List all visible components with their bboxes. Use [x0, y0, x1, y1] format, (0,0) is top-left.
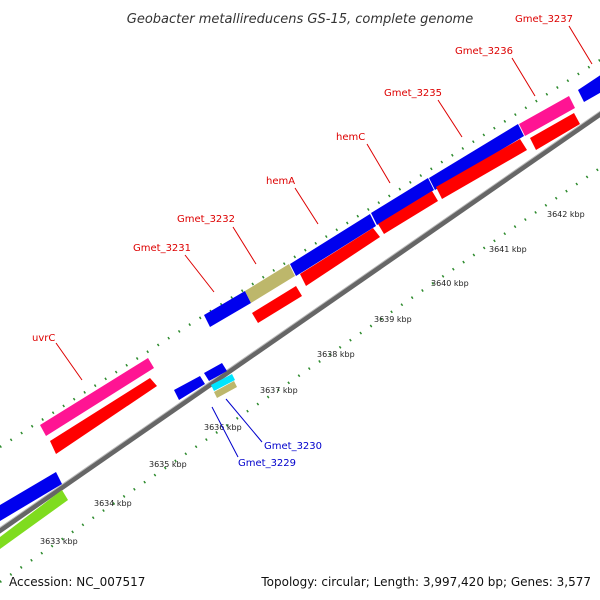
gene-label-hemC[interactable]: hemC [336, 132, 365, 143]
tick-label: 3641 kbp [489, 245, 527, 254]
gene-gmet3236-reverse[interactable] [530, 113, 580, 150]
genome-summary-text: Topology: circular; Length: 3,997,420 bp… [260, 575, 591, 589]
gene-gmet3231-reverse[interactable] [252, 286, 302, 323]
gene-gmet3231-forward[interactable] [204, 291, 251, 327]
gene-gmet3229[interactable] [214, 381, 237, 398]
tick-label: 3635 kbp [149, 460, 187, 469]
gene-gmet3235-forward[interactable] [429, 124, 524, 190]
gene-label-gmet3232[interactable]: Gmet_3232 [177, 214, 235, 225]
tick-label: 3642 kbp [547, 210, 585, 219]
gene-left-green[interactable] [0, 490, 68, 549]
tick-label: 3639 kbp [374, 315, 412, 324]
forward-strand-genes [0, 72, 600, 521]
tick-label: 3633 kbp [40, 537, 78, 546]
gene-label-uvrC[interactable]: uvrC [32, 333, 55, 344]
gene-label-gmet3229[interactable]: Gmet_3229 [238, 458, 296, 469]
gene-label-gmet3237[interactable]: Gmet_3237 [515, 14, 573, 25]
accession-text: Accession: NC_007517 [9, 575, 145, 589]
gene-label-gmet3236[interactable]: Gmet_3236 [455, 46, 513, 57]
gene-gmet3230[interactable] [211, 374, 235, 391]
gene-left-forward[interactable] [0, 472, 62, 521]
tick-label: 3634 kbp [94, 499, 132, 508]
gene-label-hemA[interactable]: hemA [266, 176, 295, 187]
gene-uvrC-reverse[interactable] [50, 378, 157, 454]
gene-hemA-reverse[interactable] [300, 228, 380, 286]
gene-hemC-forward[interactable] [371, 178, 434, 225]
gene-hemC-reverse[interactable] [378, 191, 438, 234]
genome-backbone [0, 110, 600, 534]
scale-dotted-track [0, 166, 600, 584]
gene-small-blue-1[interactable] [174, 376, 205, 400]
tick-label: 3640 kbp [431, 279, 469, 288]
gene-label-gmet3230[interactable]: Gmet_3230 [264, 441, 322, 452]
gene-gmet3235-reverse[interactable] [436, 139, 527, 199]
gene-uvrC-forward[interactable] [40, 358, 154, 436]
gene-hemA-forward[interactable] [290, 214, 376, 276]
tick-label: 3637 kbp [260, 386, 298, 395]
leader-lines [55, 25, 593, 458]
gene-gmet3237-forward[interactable] [578, 72, 600, 102]
gene-gmet3236-forward[interactable] [519, 96, 575, 136]
reverse-strand-genes [0, 113, 580, 549]
gene-small-blue-2[interactable] [204, 363, 227, 381]
tick-label: 3638 kbp [317, 350, 355, 359]
gene-labels: uvrC Gmet_3231 Gmet_3232 hemA hemC Gmet_… [32, 14, 573, 469]
gene-label-gmet3235[interactable]: Gmet_3235 [384, 88, 442, 99]
gene-label-gmet3231[interactable]: Gmet_3231 [133, 243, 191, 254]
small-genes [174, 363, 237, 400]
gene-gmet3232-forward[interactable] [245, 264, 295, 303]
map-title: Geobacter metallireducens GS-15, complet… [127, 12, 473, 27]
